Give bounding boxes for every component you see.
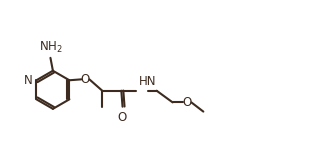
Text: N: N — [24, 74, 32, 87]
Text: O: O — [183, 96, 192, 109]
Text: O: O — [81, 73, 90, 86]
Text: HN: HN — [139, 75, 156, 88]
Text: O: O — [117, 111, 127, 124]
Text: NH$_2$: NH$_2$ — [39, 40, 63, 55]
